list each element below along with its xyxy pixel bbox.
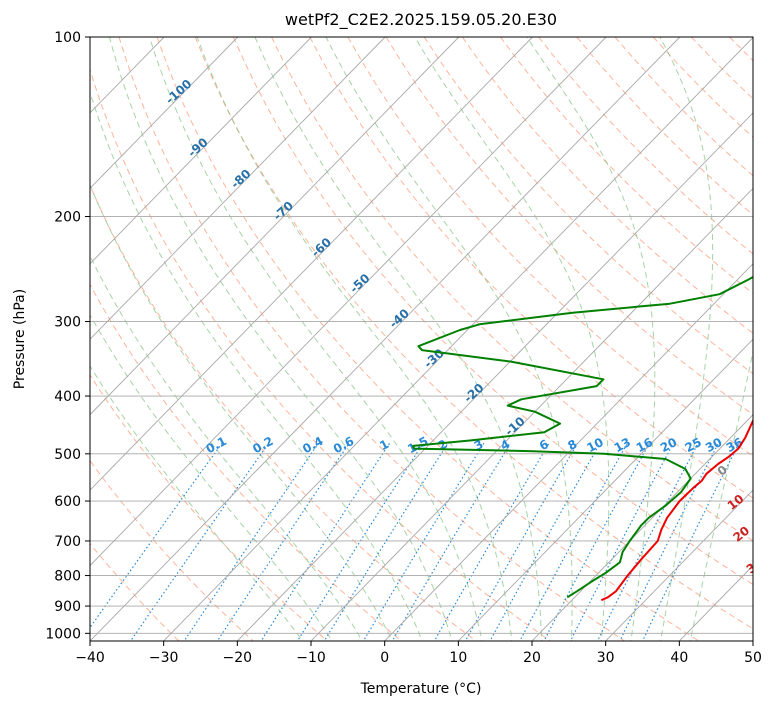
y-tick-label: 800 (54, 569, 81, 585)
mixing-ratio-line (260, 442, 391, 641)
dry-adiabat-line (90, 373, 329, 641)
y-tick-label: 200 (54, 210, 81, 226)
y-tick-label: 100 (54, 30, 81, 46)
moist-adiabat-label: 30 (744, 555, 766, 576)
isotherm-line (384, 263, 753, 641)
moist-adiabat-line (414, 37, 610, 641)
dry-adiabat-line (118, 37, 626, 641)
moist-adiabat-line (325, 37, 573, 641)
mixing-ratio-label: 13 (612, 435, 633, 455)
x-tick-label: −10 (296, 650, 326, 666)
chart-title: wetPf2_C2E2.2025.159.05.20.E30 (285, 10, 557, 30)
y-tick-label: 900 (54, 599, 81, 615)
x-tick-label: 50 (744, 650, 762, 666)
mixing-ratio-label: 25 (683, 435, 704, 455)
mixing-ratio-line (433, 442, 550, 641)
x-axis-label: Temperature (°C) (360, 681, 482, 697)
dry-adiabat-line (90, 283, 403, 641)
mixing-ratio-line (296, 442, 424, 641)
mixing-ratio-label: 30 (703, 435, 724, 455)
isotherm-line (90, 37, 239, 189)
x-tick-label: −20 (223, 650, 253, 666)
x-tick-label: 20 (523, 650, 541, 666)
y-tick-label: 600 (54, 494, 81, 510)
moist-adiabat-line (90, 313, 333, 641)
moist-adiabat-line (254, 37, 543, 641)
dry-adiabat-line (461, 37, 753, 334)
mixing-ratio-line (216, 442, 350, 641)
dry-adiabat-line (347, 37, 753, 457)
mixing-ratio-line (519, 443, 628, 641)
x-tick-label: 30 (597, 650, 615, 666)
moist-adiabat-line (659, 37, 714, 641)
dry-adiabat-line (271, 37, 753, 542)
isotherm-line (457, 338, 753, 641)
temperature-profile-line (600, 418, 753, 602)
dewpoint-profile-line (412, 275, 753, 599)
y-axis-ticks: 100 200 300 400 500 600 700 800 900 1000 (45, 30, 90, 642)
y-tick-label: 300 (54, 315, 81, 331)
dry-adiabat-line (385, 37, 753, 416)
x-tick-label: 10 (449, 650, 467, 666)
moist-adiabats (90, 37, 753, 641)
x-axis-ticks: −40 −30 −20 −10 0 10 20 30 40 50 (75, 641, 762, 666)
y-tick-label: 700 (54, 534, 81, 550)
dry-adiabat-line (90, 67, 552, 641)
moist-adiabat-line (90, 254, 363, 641)
isotherm-line (90, 37, 681, 641)
x-tick-label: 0 (380, 650, 389, 666)
mixing-ratio-line (464, 442, 579, 641)
y-axis-label: Pressure (hPa) (12, 289, 28, 389)
moist-adiabat-line (526, 37, 656, 641)
moist-adiabat-line (689, 349, 753, 641)
isotherm-line (163, 37, 753, 641)
dry-adiabat-line (194, 37, 753, 630)
dry-adiabat-line (309, 37, 753, 499)
mixing-ratio-line (90, 442, 223, 629)
isotherm-line (310, 187, 753, 641)
dry-adiabats (90, 37, 753, 641)
dry-adiabat-line (232, 37, 753, 586)
isotherm-line (531, 414, 753, 641)
x-tick-label: −40 (75, 650, 105, 666)
moist-adiabat-line (196, 37, 513, 641)
moist-adiabat-line (149, 37, 483, 641)
dry-adiabat-line (500, 37, 753, 294)
isotherm-line (90, 37, 460, 416)
mixing-ratio-label: 16 (634, 435, 655, 455)
y-tick-label: 1000 (45, 626, 81, 642)
isotherm-line (90, 37, 607, 567)
isotherm-line (90, 37, 533, 491)
mixing-ratio-label: 10 (584, 435, 605, 455)
dry-adiabat-line (156, 37, 700, 641)
x-tick-label: 40 (670, 650, 688, 666)
mixing-ratio-line (362, 442, 485, 641)
isotherm-line (90, 37, 312, 265)
mixing-ratio-line (543, 443, 650, 641)
moist-adiabat-line (90, 90, 423, 641)
mixing-ratio-label: 20 (658, 435, 679, 455)
dry-adiabat-line (90, 542, 180, 641)
isotherm-line (90, 37, 386, 340)
profile-series (412, 275, 753, 602)
isotherm-line (605, 489, 753, 641)
isotherm-line (236, 112, 753, 641)
y-tick-label: 500 (54, 447, 81, 463)
pressure-gridlines (90, 37, 753, 634)
plot-frame (89, 36, 754, 642)
mixing-ratio-line (323, 442, 449, 641)
mixing-ratio-line (641, 443, 740, 641)
mixing-ratio-label: 36 (724, 435, 745, 455)
dry-adiabat-line (90, 184, 477, 641)
isotherms (90, 37, 753, 641)
moist-adiabat-line (108, 37, 453, 641)
y-tick-label: 400 (54, 389, 81, 405)
moist-adiabat-line (90, 183, 393, 641)
mixing-ratio-line (183, 442, 319, 641)
x-tick-label: −30 (149, 650, 179, 666)
dry-adiabat-line (90, 459, 254, 641)
mixing-ratio-line (489, 442, 601, 641)
